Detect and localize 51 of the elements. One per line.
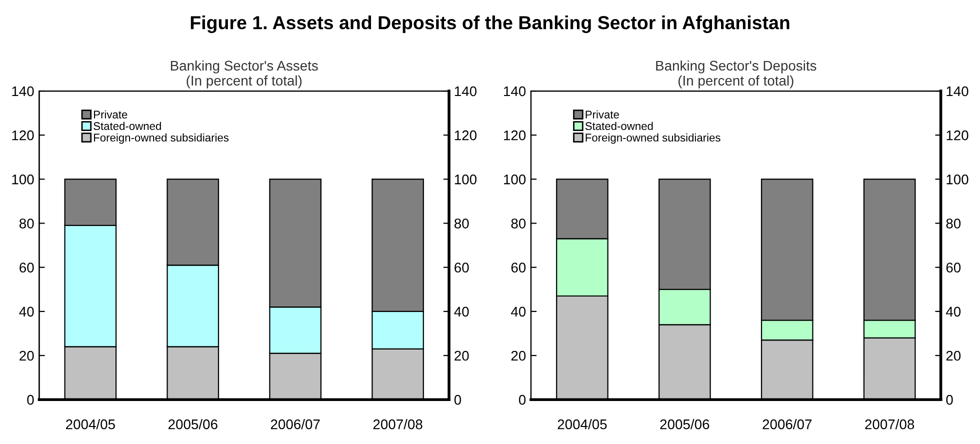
chart-subtitle: (In percent of total) [678,75,794,88]
y2-tick-label: 20 [946,350,961,361]
y-tick-label: 60 [511,262,526,273]
y2-tick-label: 60 [946,262,961,273]
y-tick-label: 40 [19,306,34,317]
y2-tick-label: 140 [454,86,477,96]
chart-title: Banking Sector's Assets [170,60,318,74]
y2-tick-label: 140 [946,86,968,96]
y2-tick-label: 40 [454,306,469,317]
y-tick-label: 60 [20,262,34,273]
legend-label: Private [586,110,619,118]
x-tick-label: 2004/05 [66,419,115,430]
y-tick-label: 100 [504,174,526,184]
y-tick-label: 20 [511,350,526,361]
legend-label: Private [94,110,128,118]
legend-label: Stated-owned [94,122,161,130]
y-tick-label: 120 [504,130,526,140]
y-tick-label: 0 [27,394,34,405]
legend-label: Foreign-owned subsidiaries [94,133,229,144]
x-tick-label: 2007/08 [373,419,422,430]
x-tick-label: 2005/06 [660,419,710,430]
y2-tick-label: 100 [946,174,968,184]
y-tick-label: 20 [20,350,34,361]
y2-tick-label: 80 [946,218,961,228]
chart-subtitle: (In percent of total) [186,75,302,88]
y2-tick-label: 100 [454,174,477,184]
y2-tick-label: 80 [454,218,469,228]
x-tick-label: 2004/05 [558,419,607,430]
y2-tick-label: 120 [946,130,968,140]
x-tick-label: 2006/07 [270,419,320,430]
y2-tick-label: 0 [946,394,953,405]
x-tick-label: 2007/08 [865,419,914,430]
y-tick-label: 40 [510,306,526,317]
y2-tick-label: 60 [454,262,469,273]
x-tick-label: 2006/07 [762,419,812,430]
y-tick-label: 0 [518,394,526,405]
y-tick-label: 120 [12,130,34,140]
y-tick-label: 140 [504,86,526,96]
x-tick-label: 2005/06 [168,419,218,430]
y-tick-label: 80 [511,218,526,228]
y-tick-label: 140 [12,86,34,96]
y2-tick-label: 40 [946,306,961,317]
legend-label: Stated-owned [585,122,653,130]
y2-tick-label: 0 [454,394,462,405]
y2-tick-label: 20 [454,350,469,361]
y2-tick-label: 120 [454,130,477,140]
caption: Figure 1. Assets and Deposits of the Banking Sector in Afghanistan [190,16,790,34]
legend-label: Foreign-owned subsidiaries [586,133,720,144]
y-tick-label: 80 [19,218,34,228]
chart-title: Banking Sector's Deposits [656,60,816,74]
y-tick-label: 100 [12,174,34,184]
